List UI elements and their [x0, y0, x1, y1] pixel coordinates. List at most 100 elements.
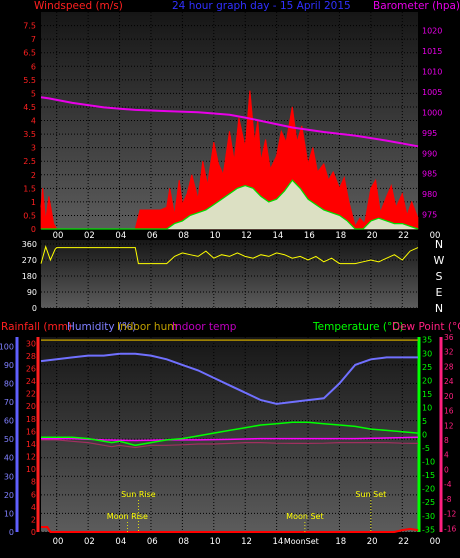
dewpoint-tick-label: -4: [444, 480, 452, 489]
dewpoint-tick-label: 36: [444, 333, 454, 342]
event-annotation: Sun Set: [355, 490, 386, 499]
event-annotation-moonset-bottom: MoonSet: [284, 537, 319, 546]
windspeed-tick-label: 5.5: [23, 76, 36, 85]
humidity-tick-label: 70: [4, 398, 14, 407]
dewpoint-tick-label: 12: [444, 421, 454, 430]
rainfall-tick-label: 0: [31, 528, 36, 537]
x-tick-label-top: 22: [398, 231, 409, 241]
event-annotation: Moon Set: [286, 512, 323, 521]
temperature-tick-label: 30: [422, 349, 432, 358]
barometer-tick-label: 1020: [422, 26, 442, 35]
x-tick-label-bottom: 22: [398, 537, 409, 547]
x-tick-label-bottom: 02: [84, 537, 95, 547]
legend-temperature: Temperature (°C): [312, 321, 404, 333]
windspeed-tick-label: 6.5: [23, 49, 36, 58]
humidity-tick-label: 90: [4, 361, 14, 370]
temperature-tick-label: -35: [422, 525, 435, 534]
wind-direction-plot-area: [41, 240, 418, 308]
x-tick-label-top: 14: [273, 231, 284, 241]
direction-tick-label: 180: [22, 272, 37, 281]
direction-tick-label: 0: [32, 304, 37, 313]
x-tick-label-bottom: 12: [241, 537, 252, 547]
x-tick-label-top: 06: [147, 231, 158, 241]
windspeed-tick-label: 7.5: [23, 22, 36, 31]
humidity-tick-label: 100: [0, 342, 14, 351]
x-tick-label-top: 20: [367, 231, 378, 241]
x-tick-label-bottom: 14: [273, 537, 284, 547]
event-annotation: Sun Rise: [121, 490, 156, 499]
x-tick-label-top: 08: [178, 231, 189, 241]
rainfall-tick-label: 30: [26, 339, 36, 348]
rainfall-line: [41, 526, 419, 533]
dewpoint-tick-label: 0: [444, 465, 449, 474]
rainfall-tick-label: 8: [31, 478, 36, 487]
temperature-tick-label: 15: [422, 390, 432, 399]
windspeed-tick-label: 2: [31, 171, 36, 180]
x-tick-label-bottom: 18: [335, 537, 346, 547]
chart-marks: [40, 90, 419, 533]
barometer-tick-label: 1005: [422, 88, 442, 97]
humidity-tick-label: 50: [4, 435, 14, 444]
legend-dew-point: Dew Point (°C): [392, 321, 460, 333]
x-tick-label-bottom: 06: [147, 537, 158, 547]
barometer-tick-label: 1015: [422, 47, 442, 56]
x-tick-label-top: 00: [53, 231, 64, 241]
rainfall-tick-label: 4: [31, 503, 36, 512]
dewpoint-tick-label: 32: [444, 348, 454, 357]
legend-indoor-hum: Indoor hum: [117, 321, 177, 333]
dewpoint-tick-label: -16: [444, 524, 456, 533]
dewpoint-tick-label: 28: [444, 362, 454, 371]
rainfall-tick-label: 10: [26, 465, 36, 474]
x-tick-label-bottom: 04: [115, 537, 126, 547]
x-tick-label-top: 04: [115, 231, 126, 241]
humidity-tick-label: 40: [4, 454, 14, 463]
x-tick-label-bottom: 20: [367, 537, 378, 547]
barometer-tick-label: 990: [422, 149, 437, 158]
temperature-tick-label: -10: [422, 458, 435, 467]
x-tick-label-top: 12: [241, 231, 252, 241]
windspeed-tick-label: 6: [31, 62, 36, 71]
rainfall-tick-label: 28: [26, 352, 36, 361]
compass-label: N: [435, 302, 443, 315]
axis-labels: 00 02 04 06 08 10 12 14 16 18 20 22 0000.511.522.533…: [0, 22, 456, 547]
barometer-tick-label: 1000: [422, 108, 442, 117]
wind-direction-line: [40, 245, 419, 265]
legend-indoor-temp: Indoor temp: [172, 321, 237, 333]
temp-humidity-plot-area: [41, 337, 418, 532]
direction-tick-label: 270: [22, 256, 37, 265]
wind-gust-line: [40, 90, 419, 230]
temperature-line: [41, 421, 419, 447]
direction-tick-label: 90: [27, 288, 37, 297]
compass-label: E: [436, 286, 443, 299]
dewpoint-tick-label: 24: [444, 377, 454, 386]
temperature-tick-label: 5: [422, 417, 427, 426]
windspeed-tick-label: 7: [31, 35, 36, 44]
windspeed-tick-label: 5: [31, 89, 36, 98]
windspeed-tick-label: 3: [31, 144, 36, 153]
dewpoint-tick-label: 8: [444, 436, 449, 445]
rainfall-tick-label: 20: [26, 402, 36, 411]
barometer-tick-label: 980: [422, 190, 437, 199]
temperature-tick-label: -5: [422, 444, 430, 453]
direction-tick-label: 360: [22, 240, 37, 249]
temperature-tick-label: -25: [422, 498, 435, 507]
legend-rainfall: Rainfall (mm): [1, 321, 72, 333]
dewpoint-tick-label: -12: [444, 510, 456, 519]
temperature-tick-label: -20: [422, 485, 435, 494]
indoor-temp-line: [41, 436, 419, 442]
compass-label: S: [436, 270, 443, 283]
dewpoint-tick-label: 16: [444, 407, 454, 416]
barometer-axis-label: Barometer (hpa): [373, 0, 460, 12]
humidity-tick-label: 0: [9, 528, 14, 537]
x-tick-label-bottom: 08: [178, 537, 189, 547]
wind-average-line: [41, 179, 419, 230]
graph-title: 24 hour graph day - 15 April 2015: [172, 0, 351, 12]
windspeed-tick-label: 1: [31, 198, 36, 207]
dew-point-line: [41, 439, 419, 449]
humidity-tick-label: 80: [4, 379, 14, 388]
rainfall-tick-label: 12: [26, 453, 36, 462]
legend-humidity: Humidity (%): [67, 321, 136, 333]
rainfall-tick-label: 24: [26, 377, 36, 386]
rainfall-tick-label: 26: [26, 364, 36, 373]
